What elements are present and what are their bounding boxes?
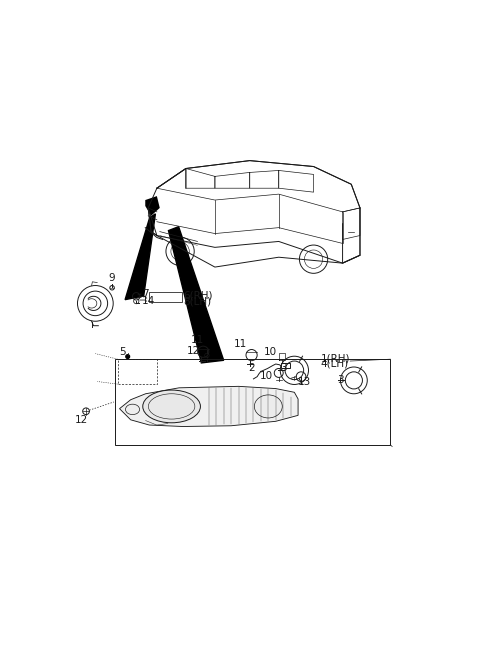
Text: 8(LH): 8(LH) — [183, 296, 212, 306]
Polygon shape — [120, 386, 298, 426]
Text: 14: 14 — [142, 296, 155, 306]
Circle shape — [126, 355, 130, 358]
Ellipse shape — [143, 390, 201, 422]
Bar — [115, 359, 390, 445]
Circle shape — [204, 353, 209, 358]
Text: 5: 5 — [119, 347, 125, 357]
Text: 12: 12 — [75, 415, 88, 425]
Polygon shape — [168, 227, 224, 363]
Text: 9: 9 — [108, 273, 115, 283]
Text: 3: 3 — [280, 363, 287, 373]
Text: 13: 13 — [297, 377, 311, 387]
Polygon shape — [125, 214, 156, 300]
Text: 6(RH): 6(RH) — [183, 290, 213, 300]
Text: 11: 11 — [191, 335, 204, 346]
Bar — [281, 363, 289, 369]
Ellipse shape — [125, 404, 140, 415]
Text: 7: 7 — [142, 289, 148, 298]
Text: 2: 2 — [248, 363, 254, 373]
Text: 10: 10 — [260, 371, 273, 381]
Text: 11: 11 — [233, 339, 247, 349]
Text: 4(LH): 4(LH) — [321, 358, 348, 368]
Polygon shape — [145, 196, 160, 216]
Text: 12: 12 — [187, 346, 200, 356]
Text: 3: 3 — [337, 375, 344, 384]
Text: 10: 10 — [264, 347, 276, 357]
Bar — [149, 292, 182, 302]
Text: 1(RH): 1(RH) — [321, 353, 350, 363]
Ellipse shape — [254, 395, 282, 418]
